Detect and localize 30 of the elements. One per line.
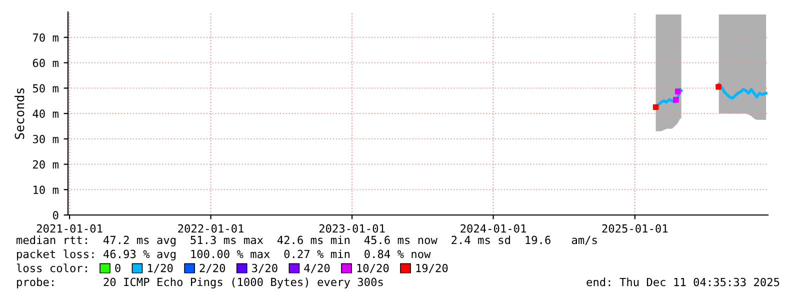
y-tick-label: 20 m <box>33 160 58 169</box>
x-tick-label: 2023-01-01 <box>319 224 385 233</box>
legend-label: 0 <box>115 264 120 272</box>
text: probe: 20 ICMP Echo Pings (1000 Bytes) every 300s <box>17 278 383 288</box>
text: median rtt: 47.2 ms avg 51.3 ms max 42.6 ms min 45.6 ms now 2.4 ms sd 19.6 am/s <box>16 236 597 246</box>
point <box>652 104 659 110</box>
point <box>674 88 681 94</box>
x-tick-label: 2024-01-01 <box>460 224 526 233</box>
x-tick-label: 2025-01-01 <box>602 224 668 233</box>
y-tick-label: 10 m <box>34 186 58 194</box>
legend-label: 4/20 <box>304 264 330 274</box>
legend-label: 2/20 <box>200 264 226 274</box>
legend-label: 19/20 <box>416 264 448 274</box>
legend-label: 1/20 <box>148 264 173 274</box>
x-tick-label: 2021-01-01 <box>36 224 102 233</box>
text: packet loss: 46.93 % avg 100.00 % max 0.27 % min 0.84 % now <box>17 250 431 260</box>
y-tick-label: 0 <box>53 211 58 220</box>
legend-label: 10/20 <box>357 264 389 274</box>
y-tick-label: 30 m <box>32 134 58 144</box>
x-tick-label: 2022-01-01 <box>178 224 244 233</box>
y-tick-label: 50 m <box>32 84 58 93</box>
y-tick-label: 70 m <box>32 33 58 42</box>
y-tick-label: 40 m <box>32 110 58 118</box>
legend-label: 3/20 <box>252 264 278 274</box>
y-tick-label: 60 m <box>32 58 58 68</box>
legend-title: loss color: <box>16 264 87 272</box>
text: end: Thu Dec 11 04:35:33 2025 <box>586 278 780 286</box>
point <box>673 96 679 103</box>
y-axis-title: Seconds <box>14 88 24 139</box>
point <box>716 84 722 90</box>
